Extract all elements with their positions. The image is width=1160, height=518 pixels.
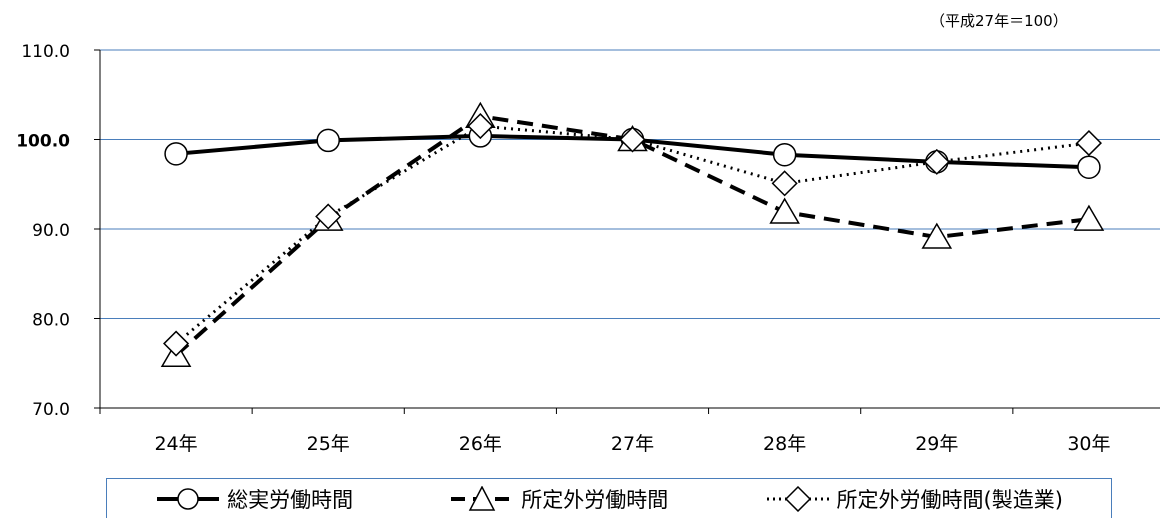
legend-swatch-solid-circle [157,487,220,510]
legend-label: 所定外労働時間 [521,487,669,512]
x-tick-label: 25年 [307,433,350,455]
data-point-diamond [771,170,798,197]
data-point-circle [316,128,340,153]
chart-plot: 70.0 80.0 90.0 100.0 110.0 24年 25年 26年 27年 28年 29年… [16,42,1160,455]
legend: 総実労働時間 所定外労働時間 所定外労働時間(製造業) [106,478,1112,518]
y-tick-label: 70.0 [32,400,70,420]
x-tick-label: 30年 [1067,433,1110,455]
data-point-diamond [923,148,950,175]
legend-item-overtime-hours: 所定外労働時間 [449,484,668,514]
x-tick-label: 28年 [763,433,806,455]
data-point-triangle [921,222,953,249]
legend-label: 総実労働時間 [227,487,354,512]
data-point-circle [772,142,797,167]
data-point-circle [164,142,188,166]
legend-item-overtime-manufacturing: 所定外労働時間(製造業) [765,484,1063,514]
x-tick-label: 24年 [154,433,197,455]
x-tick-label: 26年 [459,433,502,455]
data-point-diamond [619,126,646,153]
data-point-diamond [315,203,342,230]
data-point-circle [1077,155,1101,179]
data-point-triangle [769,197,800,224]
data-point-diamond [467,113,494,140]
data-point-diamond [163,330,190,357]
base-year-note: （平成27年＝100） [930,12,1068,30]
data-point-triangle [1073,204,1105,231]
legend-swatch-dashed-triangle [451,485,514,511]
legend-label: 所定外労働時間(製造業) [836,487,1063,512]
y-tick-label: 110.0 [21,42,70,62]
data-point-diamond [1075,130,1102,157]
y-tick-label: 80.0 [32,311,70,331]
x-tick-label: 27年 [611,433,654,455]
y-tick-label: 90.0 [32,221,70,241]
x-tick-label: 29年 [915,433,958,455]
y-tick-label: 100.0 [16,132,70,152]
legend-item-total-hours: 総実労働時間 [155,484,353,514]
legend-swatch-dotted-diamond [766,485,829,512]
